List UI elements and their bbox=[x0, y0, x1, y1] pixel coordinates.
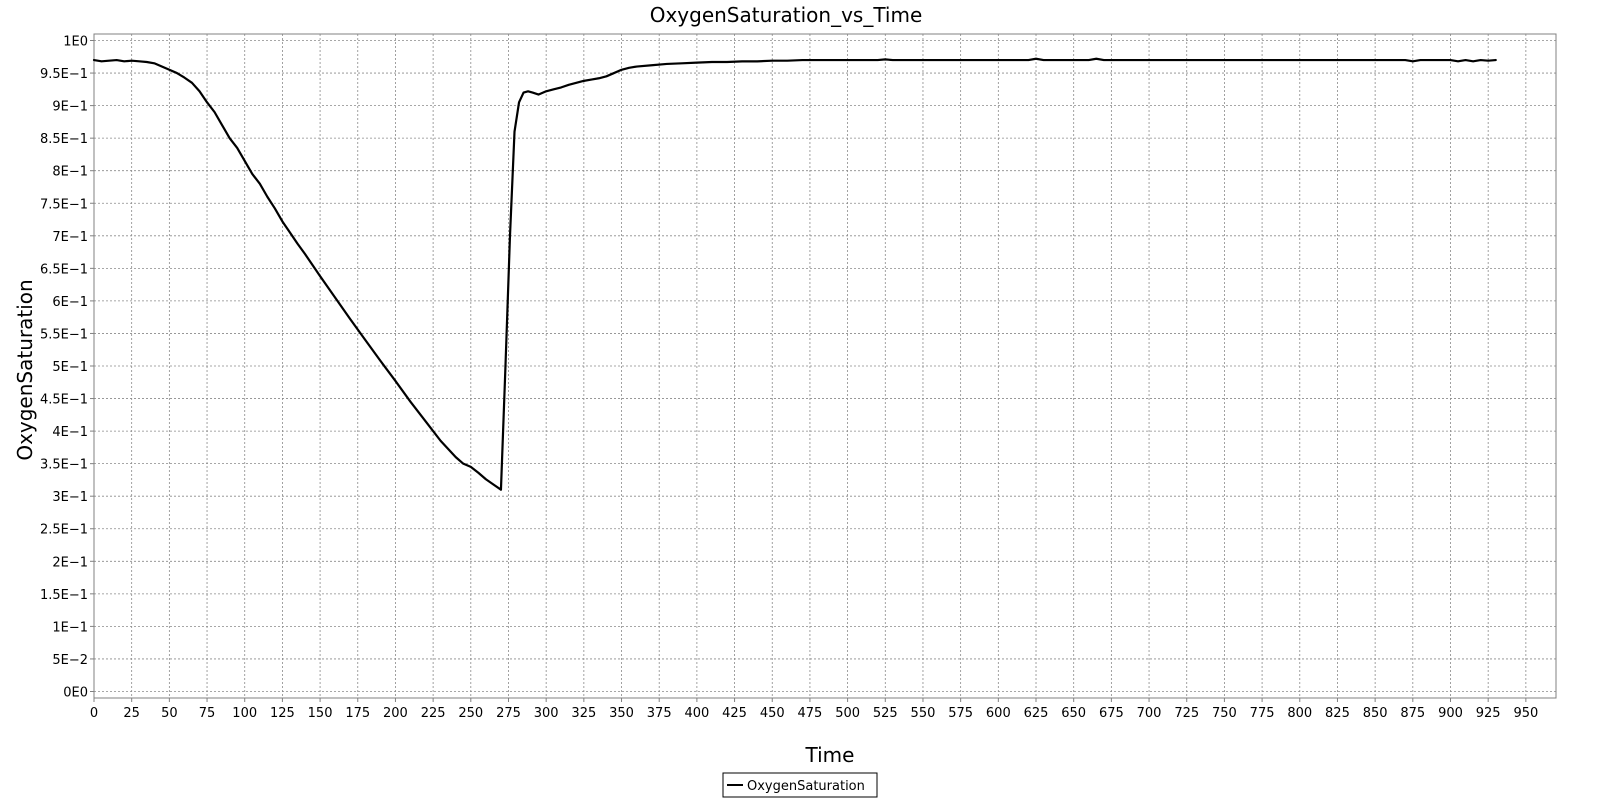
y-tick-label: 8.5E−1 bbox=[40, 132, 88, 147]
x-tick-label: 500 bbox=[835, 706, 860, 721]
x-tick-label: 475 bbox=[798, 706, 823, 721]
y-axis-label: OxygenSaturation bbox=[13, 279, 37, 460]
y-axis: 0E0 5E−2 1E−1 1.5E−1 2E−1 2.5E−1 3E−1 3.5E−1 4E−… bbox=[40, 35, 94, 700]
x-tick-label: 25 bbox=[123, 706, 140, 721]
x-tick-label: 350 bbox=[609, 706, 634, 721]
x-tick-label: 875 bbox=[1400, 706, 1425, 721]
x-tick-label: 525 bbox=[873, 706, 898, 721]
x-tick-label: 275 bbox=[496, 706, 521, 721]
y-tick-label: 6.5E−1 bbox=[40, 262, 88, 277]
chart-title: OxygenSaturation_vs_Time bbox=[650, 3, 923, 27]
legend-label-oxygensaturation: OxygenSaturation bbox=[747, 779, 865, 794]
y-tick-label: 1E−1 bbox=[52, 620, 88, 635]
y-tick-label: 9.5E−1 bbox=[40, 67, 88, 82]
y-tick-label: 4.5E−1 bbox=[40, 393, 88, 408]
x-tick-label: 50 bbox=[161, 706, 178, 721]
x-tick-label: 900 bbox=[1438, 706, 1463, 721]
x-tick-label: 950 bbox=[1513, 706, 1538, 721]
y-tick-label: 2E−1 bbox=[52, 555, 88, 570]
x-tick-label: 325 bbox=[571, 706, 596, 721]
x-tick-label: 550 bbox=[911, 706, 936, 721]
x-tick-label: 175 bbox=[345, 706, 370, 721]
x-tick-label: 400 bbox=[684, 706, 709, 721]
x-tick-label: 925 bbox=[1476, 706, 1501, 721]
x-tick-label: 425 bbox=[722, 706, 747, 721]
x-tick-label: 125 bbox=[270, 706, 295, 721]
y-tick-label: 5.5E−1 bbox=[40, 327, 88, 342]
y-tick-label: 7.5E−1 bbox=[40, 197, 88, 212]
x-tick-label: 150 bbox=[308, 706, 333, 721]
x-tick-label: 725 bbox=[1174, 706, 1199, 721]
plot-area bbox=[94, 34, 1556, 698]
x-tick-label: 375 bbox=[647, 706, 672, 721]
x-tick-label: 200 bbox=[383, 706, 408, 721]
x-tick-label: 450 bbox=[760, 706, 785, 721]
legend: OxygenSaturation bbox=[722, 772, 878, 798]
y-tick-label: 5E−1 bbox=[52, 360, 88, 375]
y-tick-label: 9E−1 bbox=[52, 100, 88, 115]
y-tick-label: 0E0 bbox=[63, 685, 88, 700]
x-tick-label: 650 bbox=[1061, 706, 1086, 721]
x-tick-label: 100 bbox=[232, 706, 257, 721]
x-tick-label: 575 bbox=[948, 706, 973, 721]
x-tick-label: 625 bbox=[1024, 706, 1049, 721]
y-tick-label: 7E−1 bbox=[52, 230, 88, 245]
legend-box bbox=[722, 772, 878, 798]
x-tick-label: 800 bbox=[1287, 706, 1312, 721]
y-tick-label: 2.5E−1 bbox=[40, 523, 88, 538]
y-tick-label: 3.5E−1 bbox=[40, 458, 88, 473]
y-tick-label: 6E−1 bbox=[52, 295, 88, 310]
x-tick-label: 675 bbox=[1099, 706, 1124, 721]
y-tick-label: 4E−1 bbox=[52, 425, 88, 440]
y-tick-label: 5E−2 bbox=[52, 653, 88, 668]
x-tick-label: 775 bbox=[1250, 706, 1275, 721]
x-axis: 0 25 50 75 100 125 150 175 200 225 250 275 300 325 350… bbox=[90, 698, 1538, 721]
x-tick-label: 300 bbox=[534, 706, 559, 721]
x-tick-label: 750 bbox=[1212, 706, 1237, 721]
x-tick-label: 700 bbox=[1137, 706, 1162, 721]
y-tick-label: 1.5E−1 bbox=[40, 588, 88, 603]
y-tick-label: 3E−1 bbox=[52, 490, 88, 505]
series-line-oxygensaturation bbox=[92, 57, 1497, 491]
y-tick-label: 1E0 bbox=[63, 35, 88, 50]
x-tick-label: 600 bbox=[986, 706, 1011, 721]
x-tick-label: 75 bbox=[199, 706, 216, 721]
series-layer bbox=[92, 57, 1497, 491]
x-tick-label: 850 bbox=[1363, 706, 1388, 721]
x-tick-label: 825 bbox=[1325, 706, 1350, 721]
grid-lines bbox=[93, 34, 1556, 698]
x-tick-label: 250 bbox=[458, 706, 483, 721]
x-tick-label: 0 bbox=[90, 706, 98, 721]
y-tick-label: 8E−1 bbox=[52, 165, 88, 180]
x-axis-label: Time bbox=[805, 743, 855, 767]
x-tick-label: 225 bbox=[421, 706, 446, 721]
